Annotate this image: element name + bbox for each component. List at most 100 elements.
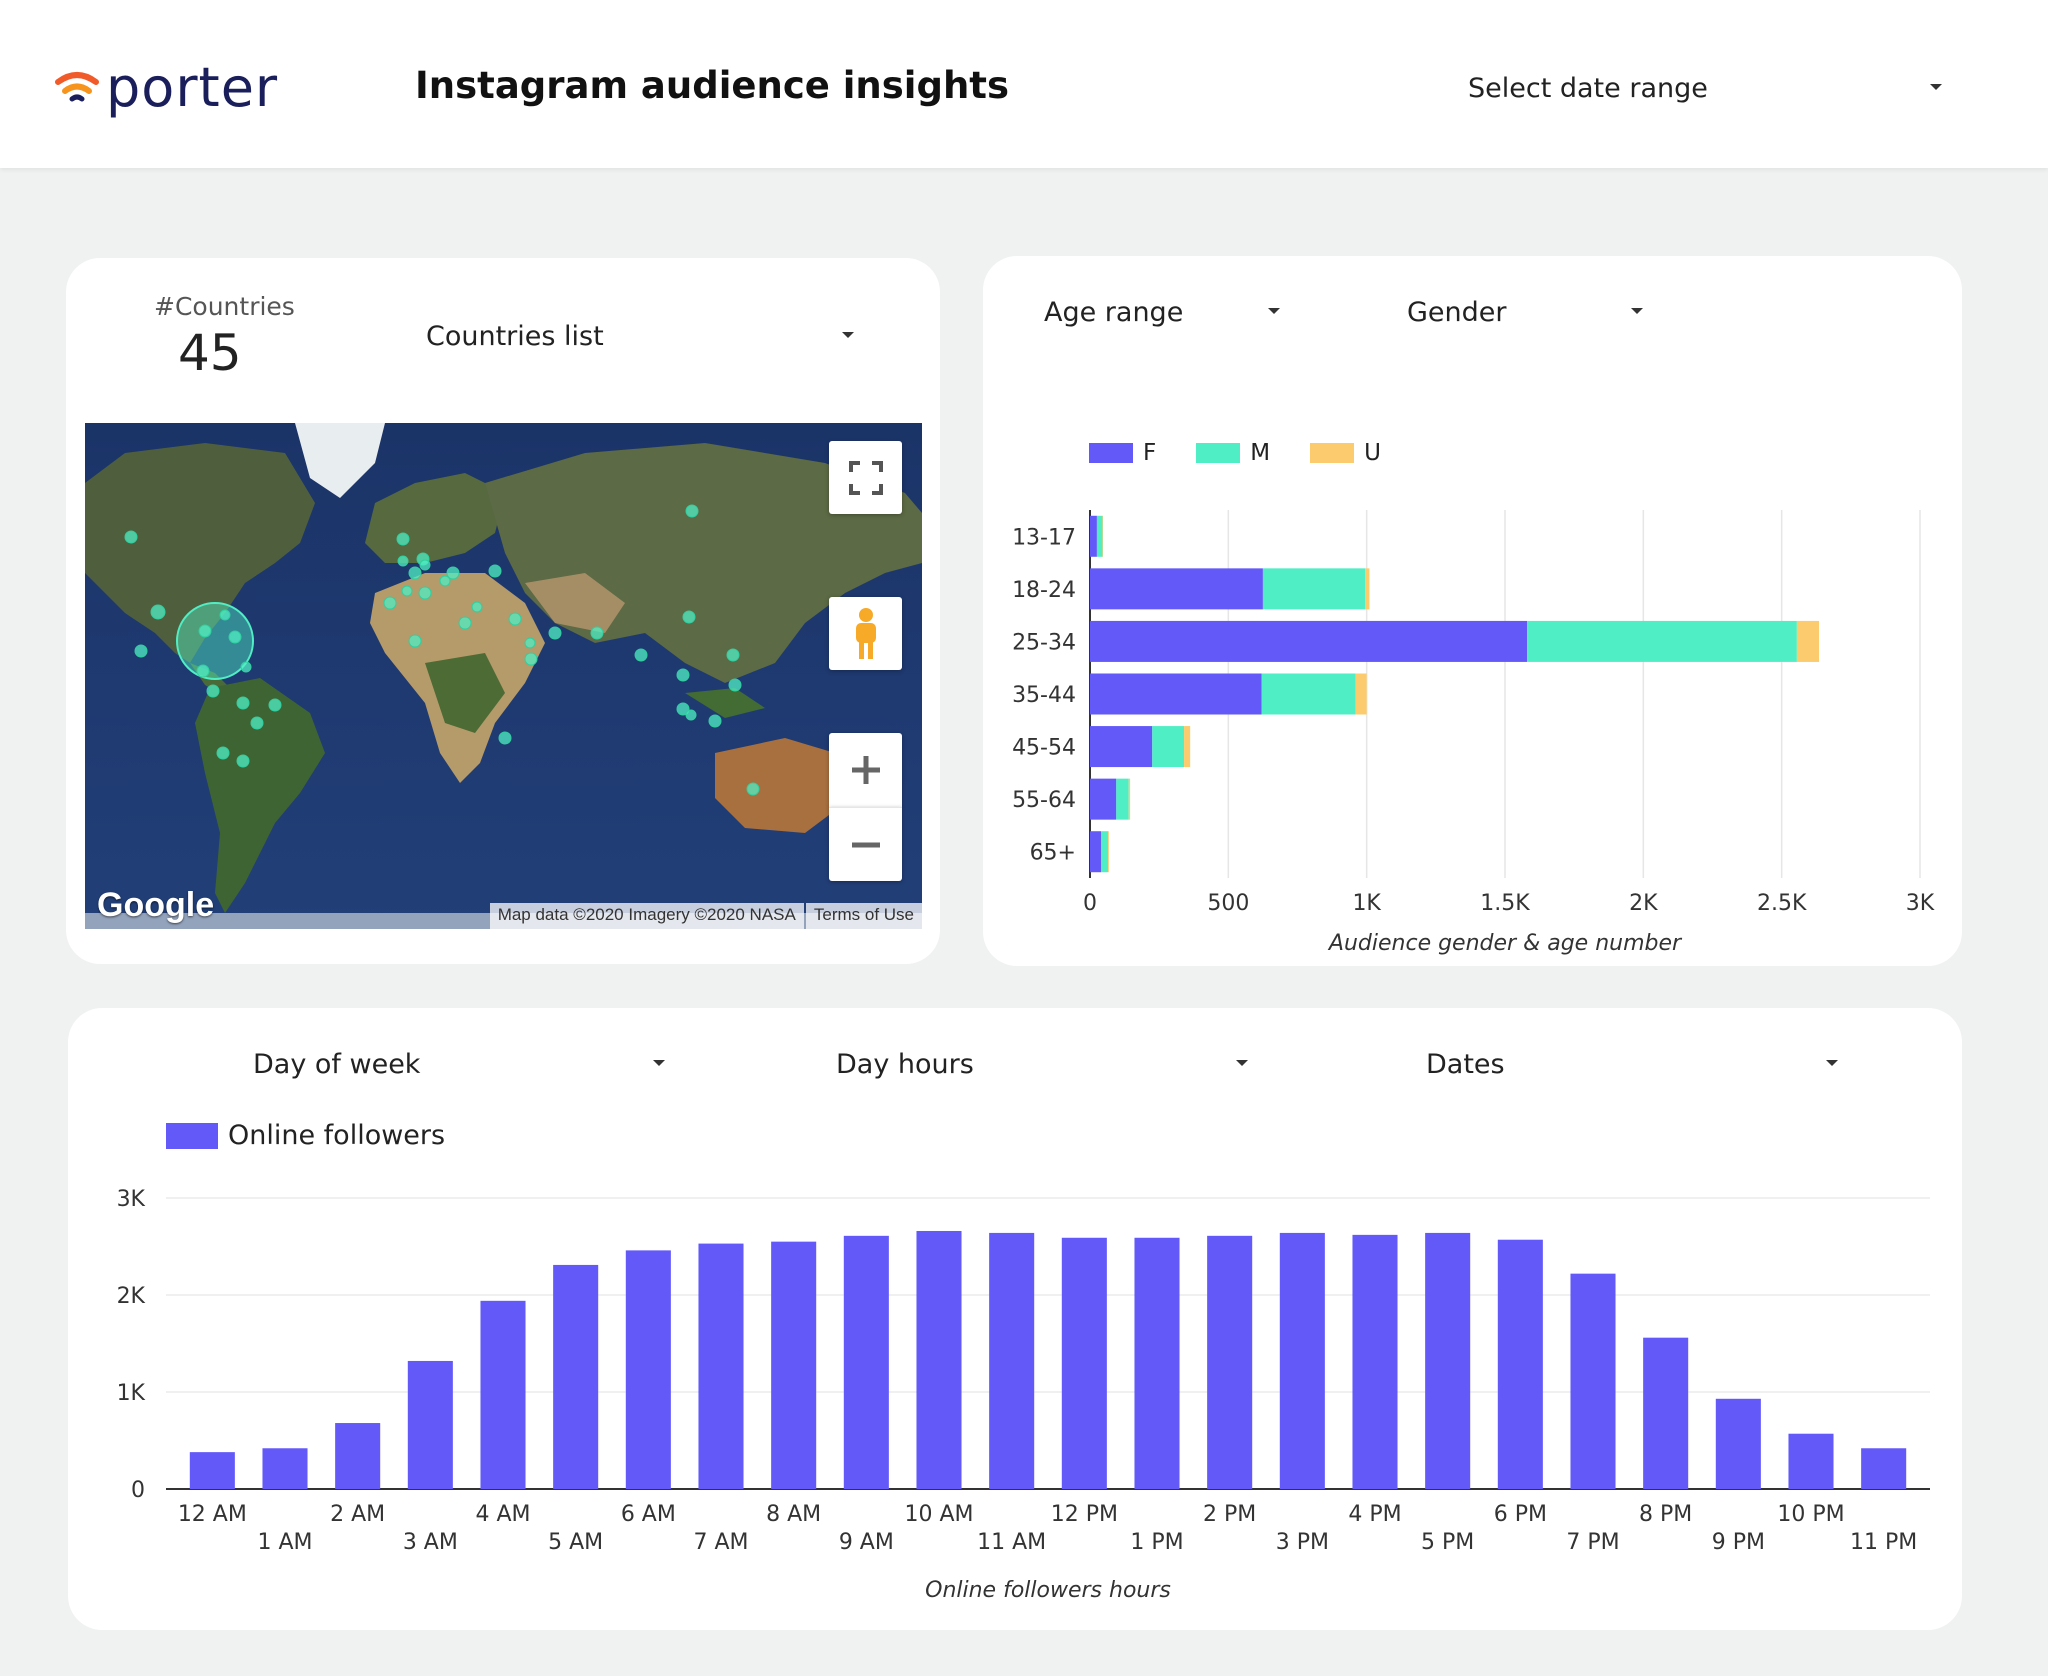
x-tick-label: 3K [1906, 891, 1935, 916]
world-map-imagery [85, 423, 922, 929]
map-zoom-out-button[interactable] [829, 807, 902, 881]
dates-dropdown[interactable]: Dates [1426, 1044, 1846, 1084]
age-gender-card: Age range Gender F M U 0 500 1K 1.5K 2K 2.5K 3… [983, 256, 1962, 966]
bar-9-am [843, 1235, 889, 1489]
map-zoom-in-button[interactable] [829, 733, 902, 807]
bar-u-35-44 [1355, 673, 1367, 715]
bar-12-pm [1061, 1237, 1107, 1489]
bar-u-18-24 [1365, 568, 1370, 610]
age-range-dropdown[interactable]: Age range [1044, 292, 1284, 332]
greenland-shape [295, 423, 385, 498]
date-range-label: Select date range [1468, 72, 1708, 104]
bar-10-am [916, 1230, 962, 1489]
bar-f-25-34 [1090, 620, 1528, 662]
porter-logo[interactable]: porter [54, 52, 278, 122]
bar-2-am [335, 1423, 381, 1489]
x-tick-label: 7 PM [1566, 1530, 1619, 1555]
bar-f-18-24 [1090, 568, 1263, 610]
x-tick-label: 5 AM [548, 1530, 603, 1555]
legend-label-f: F [1143, 440, 1157, 466]
legend-swatch-m [1196, 443, 1241, 463]
y-tick-label: 45-54 [1012, 736, 1076, 761]
y-tick-label: 2K [117, 1284, 146, 1309]
x-tick-label: 11 PM [1850, 1530, 1917, 1555]
chevron-down-icon [653, 1060, 665, 1066]
map-attribution-text: Map data ©2020 Imagery ©2020 NASA [489, 903, 804, 929]
x-axis-title: Audience gender & age number [1327, 931, 1683, 956]
bar-5-pm [1425, 1232, 1471, 1489]
x-tick-label: 1K [1352, 891, 1381, 916]
chevron-down-icon [1236, 1060, 1248, 1066]
bar-f-65+ [1090, 831, 1102, 873]
day-of-week-dropdown[interactable]: Day of week [253, 1044, 673, 1084]
day-of-week-label: Day of week [253, 1048, 421, 1080]
legend-swatch-online-followers [166, 1122, 218, 1149]
x-tick-label: 6 AM [621, 1502, 676, 1527]
map-street-view-button[interactable] [829, 597, 902, 670]
hours-chart-legend: Online followers [166, 1120, 445, 1151]
x-tick-label: 6 PM [1494, 1502, 1547, 1527]
gender-dropdown[interactable]: Gender [1407, 292, 1647, 332]
day-hours-dropdown[interactable]: Day hours [836, 1044, 1256, 1084]
fullscreen-icon [848, 460, 883, 495]
x-tick-label: 5 PM [1421, 1530, 1474, 1555]
x-tick-label: 9 AM [839, 1530, 894, 1555]
countries-scorecard-label: #Countries [154, 292, 295, 321]
y-tick-label: 65+ [1030, 841, 1076, 866]
bar-6-pm [1497, 1239, 1543, 1489]
map-attribution: Map data ©2020 Imagery ©2020 NASA Terms … [489, 903, 922, 929]
legend-swatch-f [1089, 443, 1133, 463]
dates-label: Dates [1426, 1048, 1505, 1080]
x-tick-label: 4 AM [475, 1502, 530, 1527]
y-tick-label: 55-64 [1012, 788, 1076, 813]
countries-card: #Countries 45 Countries list [66, 258, 940, 964]
countries-list-dropdown[interactable]: Countries list [426, 316, 926, 356]
bar-2-pm [1207, 1235, 1253, 1489]
legend-label-m: M [1250, 440, 1271, 466]
x-tick-label: 1 PM [1130, 1530, 1183, 1555]
x-tick-label: 12 PM [1051, 1502, 1118, 1527]
bar-m-25-34 [1527, 620, 1797, 662]
south-america-shape [195, 678, 325, 913]
pegman-icon [855, 607, 876, 659]
x-tick-label: 1 AM [257, 1530, 312, 1555]
bar-m-45-54 [1152, 726, 1185, 768]
bar-m-18-24 [1262, 568, 1366, 610]
x-tick-label: 11 AM [977, 1530, 1046, 1555]
wifi-logo-icon [55, 72, 99, 102]
age-chart-legend: F M U [1089, 440, 1381, 466]
bar-f-13-17 [1090, 515, 1097, 557]
bar-u-55-64 [1128, 778, 1131, 820]
legend-label-u: U [1364, 440, 1381, 466]
bar-9-pm [1715, 1398, 1761, 1489]
bar-4-pm [1352, 1234, 1398, 1489]
page-title: Instagram audience insights [415, 64, 1010, 107]
bar-3-am [407, 1360, 453, 1489]
y-tick-label: 1K [117, 1381, 146, 1406]
x-tick-label: 2K [1629, 891, 1658, 916]
google-logo: Google [97, 886, 215, 924]
bar-1-pm [1134, 1237, 1180, 1489]
y-tick-label: 0 [131, 1478, 145, 1503]
bar-8-am [771, 1241, 817, 1489]
online-followers-bar-chart: 0 1K 2K 3K 12 AM 1 AM 2 AM 3 AM 4 AM 5 AM 6 AM 7 AM… [117, 1187, 1930, 1603]
day-hours-label: Day hours [836, 1048, 974, 1080]
age-range-label: Age range [1044, 296, 1184, 328]
terms-of-use-link[interactable]: Terms of Use [805, 903, 922, 929]
date-range-dropdown[interactable]: Select date range [1468, 68, 1942, 108]
bar-u-25-34 [1796, 620, 1820, 662]
bar-5-am [553, 1264, 599, 1489]
online-followers-card: Day of week Day hours Dates Online follo… [68, 1008, 1962, 1630]
bar-u-45-54 [1184, 726, 1191, 768]
chevron-down-icon [1631, 308, 1643, 314]
world-map[interactable]: Google Map data ©2020 Imagery ©2020 NASA… [85, 423, 922, 929]
x-tick-label: 8 PM [1639, 1502, 1692, 1527]
x-tick-label: 10 AM [904, 1502, 973, 1527]
chevron-down-icon [1930, 84, 1942, 90]
map-fullscreen-button[interactable] [829, 441, 902, 514]
bar-11-pm [1861, 1448, 1907, 1489]
zoom-out-icon [851, 842, 880, 847]
bar-7-am [698, 1243, 744, 1489]
bar-3-pm [1279, 1232, 1325, 1489]
bar-1-am [262, 1448, 308, 1489]
